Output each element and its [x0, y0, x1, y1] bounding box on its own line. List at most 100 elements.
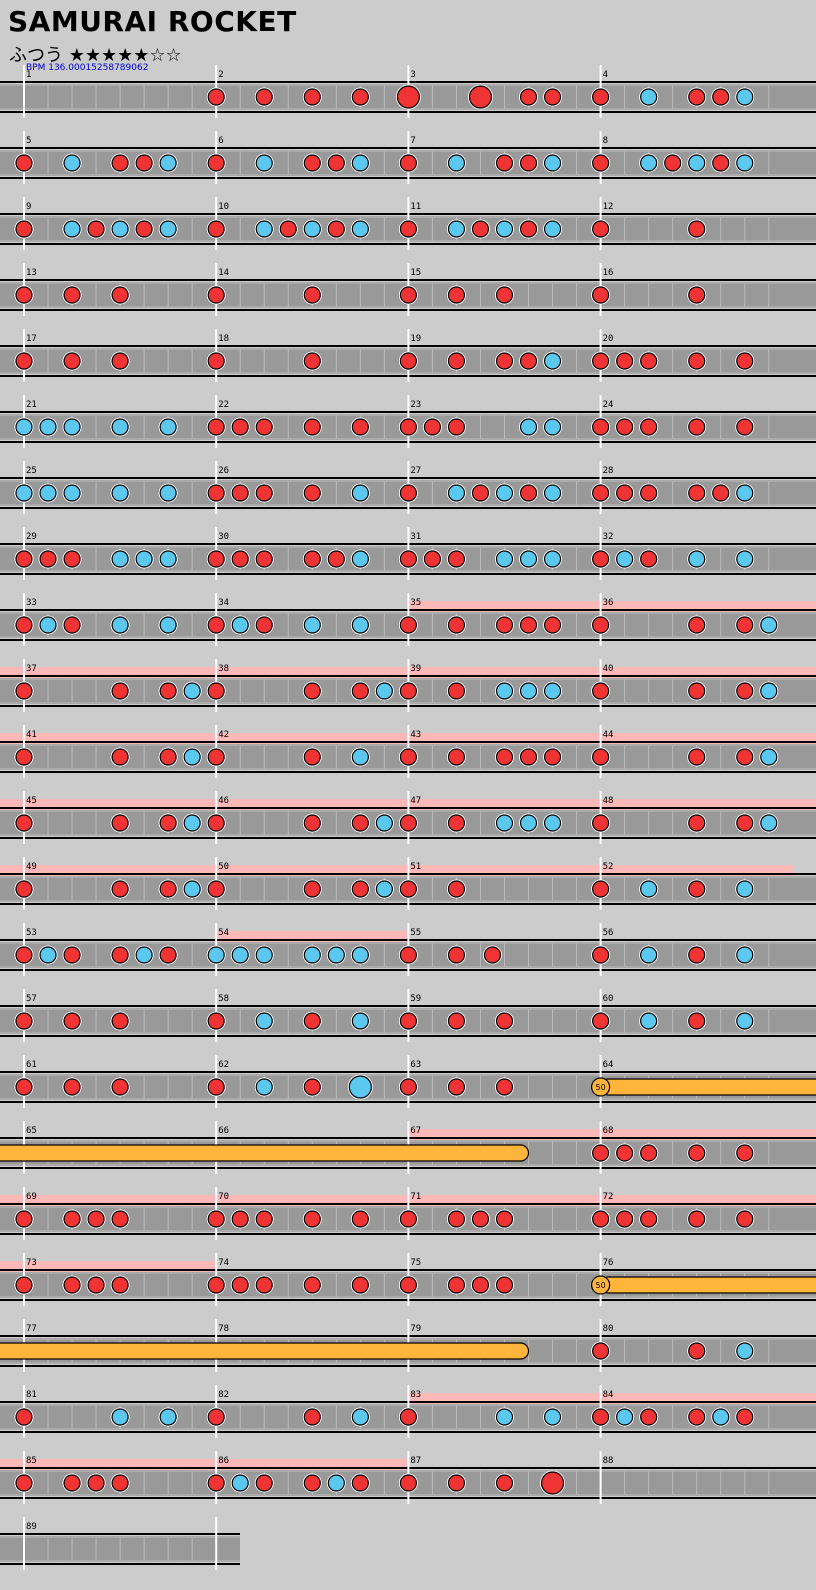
measure-number: 88	[603, 1456, 614, 1466]
don-note	[111, 1078, 129, 1096]
don-note	[207, 616, 225, 634]
don-note	[591, 286, 610, 304]
measure-number: 65	[26, 1126, 37, 1136]
don-note	[63, 1210, 81, 1228]
don-note	[87, 1474, 105, 1492]
don-note	[495, 1012, 514, 1030]
don-note	[207, 550, 225, 568]
ka-note	[303, 616, 321, 634]
don-note	[207, 880, 225, 898]
ka-note	[351, 154, 369, 172]
don-note	[688, 616, 706, 634]
don-note	[207, 1078, 225, 1096]
don-note	[471, 1210, 490, 1228]
measure-number: 82	[218, 1390, 229, 1400]
ka-note	[640, 946, 658, 964]
ka-note	[616, 550, 634, 568]
measure-number: 71	[410, 1192, 421, 1202]
don-note	[303, 748, 321, 766]
don-note	[447, 1276, 466, 1294]
don-note	[483, 946, 502, 964]
ka-note	[760, 814, 778, 832]
ka-note	[736, 1342, 754, 1360]
measure-number: 62	[218, 1060, 229, 1070]
don-note	[255, 616, 273, 634]
ka-note	[111, 616, 129, 634]
don-note	[399, 484, 417, 502]
don-note	[423, 418, 442, 436]
don-note	[399, 1078, 417, 1096]
don-note	[640, 484, 658, 502]
measure-number: 23	[410, 400, 421, 410]
don-note	[303, 1210, 321, 1228]
ka-note	[543, 550, 562, 568]
ka-note	[39, 616, 57, 634]
don-note	[207, 814, 225, 832]
don-note	[447, 1012, 466, 1030]
ka-note	[351, 484, 369, 502]
don-note	[616, 418, 634, 436]
don-note	[111, 814, 129, 832]
don-note	[591, 352, 610, 370]
don-note	[447, 352, 466, 370]
measure-number: 28	[603, 466, 614, 476]
don-note	[688, 682, 706, 700]
ka-note	[183, 682, 201, 700]
measure-number: 57	[26, 994, 37, 1004]
measure-number: 67	[410, 1126, 421, 1136]
measure-number: 11	[410, 202, 421, 212]
ka-note	[15, 418, 33, 436]
don-note	[303, 1474, 321, 1492]
ka-note	[519, 418, 538, 436]
don-note	[15, 1078, 33, 1096]
don-note	[111, 286, 129, 304]
don-note	[495, 1078, 514, 1096]
measure-number: 2	[218, 70, 223, 80]
don-note	[591, 814, 610, 832]
don-note	[351, 1276, 369, 1294]
don-note	[736, 1408, 754, 1426]
don-note	[447, 550, 466, 568]
don-note	[495, 616, 514, 634]
ka-note	[375, 880, 393, 898]
measure-number: 83	[410, 1390, 421, 1400]
ka-note	[447, 154, 466, 172]
ka-note	[640, 880, 658, 898]
don-note	[591, 418, 610, 436]
measure-number: 48	[603, 796, 614, 806]
don-note	[399, 616, 417, 634]
measure-number: 16	[603, 268, 614, 278]
measure-number: 41	[26, 730, 37, 740]
don-note	[279, 220, 297, 238]
don-note	[327, 220, 345, 238]
big-don-note	[468, 85, 493, 109]
measure-number: 53	[26, 928, 37, 938]
don-note	[255, 418, 273, 436]
measure-number: 4	[603, 70, 608, 80]
don-note	[688, 1408, 706, 1426]
don-note	[447, 1078, 466, 1096]
ka-note	[375, 682, 393, 700]
don-note	[207, 352, 225, 370]
difficulty-label: ふつう	[9, 45, 63, 66]
don-note	[591, 154, 610, 172]
ka-note	[15, 484, 33, 502]
don-note	[15, 946, 33, 964]
ka-note	[543, 154, 562, 172]
roll-head	[590, 1077, 611, 1097]
measure-number: 50	[218, 862, 229, 872]
don-note	[736, 1144, 754, 1162]
don-note	[399, 682, 417, 700]
don-note	[159, 880, 177, 898]
ka-note	[135, 946, 153, 964]
measure-number: 24	[603, 400, 614, 410]
measure-number: 42	[218, 730, 229, 740]
don-note	[351, 418, 369, 436]
don-note	[111, 748, 129, 766]
measure-number: 21	[26, 400, 37, 410]
don-note	[207, 1012, 225, 1030]
don-note	[519, 220, 538, 238]
don-note	[207, 220, 225, 238]
don-note	[327, 154, 345, 172]
